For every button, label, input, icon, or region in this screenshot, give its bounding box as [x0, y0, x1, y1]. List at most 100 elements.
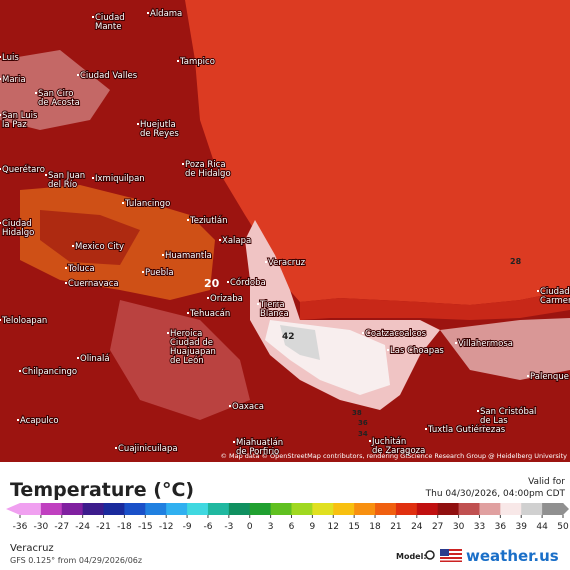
place-dot [17, 419, 19, 421]
highland-cool [40, 210, 140, 265]
colorbar-segment [437, 503, 460, 515]
place-label: Toluca [67, 264, 95, 274]
place-line: Blanca [260, 309, 289, 319]
place-dot [425, 428, 427, 430]
contour-label: 34 [358, 430, 368, 438]
colorbar-segment [354, 503, 376, 515]
model-run: GFS 0.125° from 04/29/2026/06z [10, 556, 142, 565]
colorbar-tick-label: -15 [138, 522, 153, 532]
place-dot [167, 332, 169, 334]
place-dot [77, 74, 79, 76]
place-line: Huajuapan [170, 347, 216, 357]
place-dot [65, 267, 67, 269]
colorbar-segment [207, 503, 230, 515]
place-line: Tierra [259, 300, 285, 310]
place-line: Tehuacán [189, 309, 230, 319]
place-dot [45, 174, 47, 176]
place-line: Heroica [170, 329, 202, 339]
place-dot [182, 163, 184, 165]
contour-label: 42 [282, 332, 295, 342]
place-line: Tuxtla Gutiérrez [427, 424, 496, 435]
place-label: Teloloapan [1, 316, 47, 326]
place-dot [362, 332, 364, 334]
colorbar-tick-label: 21 [390, 522, 401, 532]
plateau-warm [0, 50, 110, 130]
place-dot [229, 405, 231, 407]
colorbar-segment [228, 503, 251, 515]
place-dot [369, 440, 371, 442]
colorbar-tick-label: 39 [516, 522, 528, 532]
colorbar-tick-label: -21 [96, 522, 111, 532]
colorbar-segment [61, 503, 84, 515]
colorbar-arrow-high [563, 503, 569, 515]
place-line: Mante [95, 22, 122, 32]
location: Veracruz [10, 543, 54, 554]
place-dot [162, 254, 164, 256]
colorbar-tick-label: 36 [495, 522, 507, 532]
place-label: Las Choapas [390, 346, 444, 356]
place-line: Casas [480, 425, 506, 435]
place-dot [187, 312, 189, 314]
colorbar-tick-label: -30 [34, 522, 49, 532]
colorbar-segment [500, 503, 522, 515]
place-line: del Río [48, 180, 77, 190]
colorbar-tick-label: 0 [247, 522, 253, 532]
place-label: Ixmiquilpan [95, 174, 145, 184]
place-label: Aldama [150, 9, 182, 19]
place-label: Teziutlán [189, 216, 227, 226]
colorbar-tick-label: 6 [289, 522, 295, 532]
place-dot [137, 123, 139, 125]
place-label: Poza Rica de Hidalgo [185, 160, 231, 179]
colorbar-tick-label: 30 [453, 522, 465, 532]
place-line: Maria [2, 75, 26, 85]
place-line: de Las [480, 416, 508, 426]
colorbar-segment [40, 503, 63, 515]
colorbar-tick-label: 24 [411, 522, 423, 532]
colorbar-segment [124, 503, 146, 515]
place-line: Ciudad [2, 219, 32, 229]
place-line: Ciudad Valles [80, 71, 138, 81]
place-label: Ciudad Valles [80, 71, 138, 81]
place-label: Coatzacoalcos [365, 329, 427, 339]
place-label: Olinalá [80, 354, 110, 364]
place-dot [92, 177, 94, 179]
place-line: Luis [2, 53, 19, 63]
place-label: Querétaro [2, 164, 45, 175]
place-line: de Zaragoza [372, 446, 425, 456]
place-line: Oaxaca [232, 402, 264, 412]
place-label: Puebla [145, 268, 174, 278]
place-line: Miahuatlán [236, 438, 283, 448]
place-line: Veracruz [268, 258, 306, 268]
place-line: de Porfirio [236, 447, 279, 457]
valid-time: Thu 04/30/2026, 04:00pm CDT [425, 489, 566, 499]
place-line: la Paz [2, 120, 27, 130]
place-dot [19, 370, 21, 372]
place-label: Tehuacán [189, 309, 230, 319]
place-line: Teloloapan [1, 316, 47, 326]
place-label: San Juan del Río [48, 171, 85, 190]
place-dot [35, 92, 37, 94]
place-line: Villahermosa [458, 339, 513, 349]
place-dot [227, 281, 229, 283]
colorbar-segment [249, 503, 272, 515]
colorbar-segment [375, 503, 397, 515]
place-line: de Reyes [140, 129, 179, 139]
colorbar-tick-label: 33 [474, 522, 485, 532]
legend-title: Temperature (°C) [10, 479, 194, 501]
place-label: Huejutla de Reyes [140, 120, 179, 139]
colorbar-tick-label: -18 [117, 522, 132, 532]
place-label: Mexico City [75, 242, 124, 252]
place-label: Huamantla [165, 251, 212, 261]
legend-panel [0, 462, 570, 570]
place-label: Ciudad Hidalgo [2, 219, 34, 238]
place-label: Heroica Ciudad de Huajuapan de León [170, 329, 216, 366]
colorbar-tick-label: -36 [13, 522, 28, 532]
place-line: San Cristóbal [480, 406, 536, 417]
colorbar-segment [82, 503, 105, 515]
place-dot [0, 114, 1, 116]
attribution: © Map data © OpenStreetMap contributors,… [220, 452, 567, 460]
contour-label: 28 [510, 257, 522, 266]
